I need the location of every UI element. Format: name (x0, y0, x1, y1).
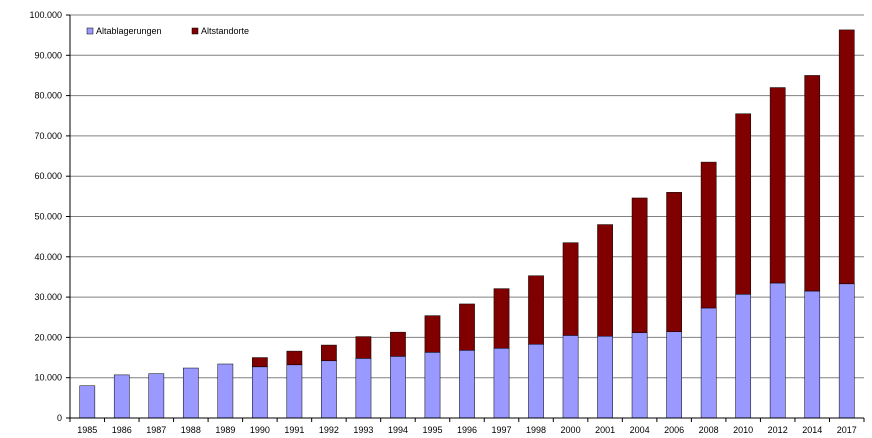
bar-altablagerungen-1986 (113, 374, 130, 419)
x-tick-label: 2004 (630, 425, 650, 435)
x-tick-label: 2001 (595, 425, 615, 435)
bar-altablagerungen-1985 (79, 385, 96, 419)
bar-altablagerungen-1994 (390, 356, 406, 419)
bar-altablagerungen-1990 (252, 366, 268, 419)
bar-altablagerungen-1997 (493, 348, 510, 419)
bar-altstandorte-1994 (390, 331, 406, 357)
y-axis: 0 10.000 20.000 30.000 40.000 50.000 60.000 70.… (29, 10, 71, 423)
y-tick-label: 0 (57, 413, 62, 423)
bar-altablagerungen-1998 (528, 344, 544, 419)
gridlines (70, 14, 864, 379)
bar-altablagerungen-2017 (838, 283, 855, 419)
x-tick-label: 1986 (112, 425, 132, 435)
bar-altstandorte-2008 (700, 161, 717, 309)
bar-altstandorte-1991 (286, 350, 303, 366)
bar-altstandorte-2006 (666, 192, 682, 333)
x-tick-label: 1991 (284, 425, 304, 435)
x-tick-label: 2012 (768, 425, 788, 435)
legend-label-altstandorte: Altstandorte (201, 26, 249, 36)
x-tick-label: 1985 (77, 425, 97, 435)
x-tick-label: 1989 (215, 425, 235, 435)
y-tick-label: 50.000 (34, 212, 62, 222)
bar-altstandorte-1997 (493, 288, 510, 349)
bar-series (79, 29, 855, 419)
bar-altstandorte-2014 (804, 75, 821, 292)
y-tick-label: 30.000 (34, 292, 62, 302)
x-tick-label: 2008 (699, 425, 719, 435)
bar-altablagerungen-1993 (355, 358, 372, 419)
x-tick-label: 1995 (422, 425, 442, 435)
bar-altablagerungen-2012 (769, 282, 786, 419)
bar-altstandorte-1990 (252, 357, 268, 368)
bar-altstandorte-1996 (459, 303, 475, 351)
x-tick-label: 2010 (733, 425, 753, 435)
bar-altstandorte-1998 (528, 275, 544, 345)
y-tick-label: 20.000 (34, 332, 62, 342)
x-tick-label: 2000 (561, 425, 581, 435)
x-tick-label: 2017 (837, 425, 857, 435)
x-tick-label: 1988 (181, 425, 201, 435)
y-tick-label: 90.000 (34, 50, 62, 60)
x-tick-label: 1996 (457, 425, 477, 435)
x-tick-label: 1993 (353, 425, 373, 435)
legend-swatch-altstandorte (191, 27, 199, 35)
x-axis: 1985 1986 1987 1988 1989 1990 1991 1992 1993 1994… (69, 417, 865, 435)
x-tick-label: 2006 (664, 425, 684, 435)
bar-altablagerungen-2006 (666, 331, 682, 419)
y-tick-label: 10.000 (34, 373, 62, 383)
y-tick-label: 60.000 (34, 171, 62, 181)
x-tick-label: 1994 (388, 425, 408, 435)
bar-altablagerungen-1988 (182, 367, 199, 419)
bar-altstandorte-2010 (735, 113, 752, 295)
bar-altstandorte-1992 (321, 344, 337, 362)
bar-altablagerungen-2004 (631, 332, 648, 419)
bar-altablagerungen-2014 (804, 290, 821, 419)
y-tick-label: 80.000 (34, 91, 62, 101)
legend-label-altablagerungen: Altablagerungen (96, 26, 162, 36)
bar-altstandorte-2017 (838, 29, 855, 285)
x-tick-label: 1987 (146, 425, 166, 435)
x-tick-label: 1990 (250, 425, 270, 435)
bar-altablagerungen-2000 (562, 335, 579, 419)
bar-altablagerungen-1996 (459, 350, 475, 419)
bar-altablagerungen-1989 (217, 363, 234, 419)
bar-altablagerungen-1987 (148, 373, 165, 419)
x-tick-label: 1992 (319, 425, 339, 435)
bar-altstandorte-2001 (597, 224, 613, 337)
bar-altstandorte-2004 (631, 197, 648, 333)
x-tick-label: 1997 (492, 425, 512, 435)
legend-swatch-altablagerungen (86, 27, 94, 35)
x-tick-label: 1998 (526, 425, 546, 435)
legend: Altablagerungen Altstandorte (86, 26, 249, 36)
bar-altstandorte-1995 (424, 315, 441, 353)
bar-altablagerungen-1991 (286, 364, 303, 419)
y-tick-label: 100.000 (29, 10, 62, 20)
y-tick-label: 40.000 (34, 252, 62, 262)
bar-altablagerungen-1995 (424, 352, 441, 419)
y-tick-label: 70.000 (34, 131, 62, 141)
bar-altstandorte-2000 (562, 242, 579, 336)
bar-altablagerungen-2008 (700, 307, 717, 419)
bar-altablagerungen-2010 (735, 294, 752, 419)
bar-altablagerungen-1992 (321, 360, 337, 419)
bar-altstandorte-2012 (769, 87, 786, 284)
x-tick-label: 2014 (802, 425, 822, 435)
bar-altablagerungen-2001 (597, 335, 613, 419)
bar-altstandorte-1993 (355, 336, 372, 359)
